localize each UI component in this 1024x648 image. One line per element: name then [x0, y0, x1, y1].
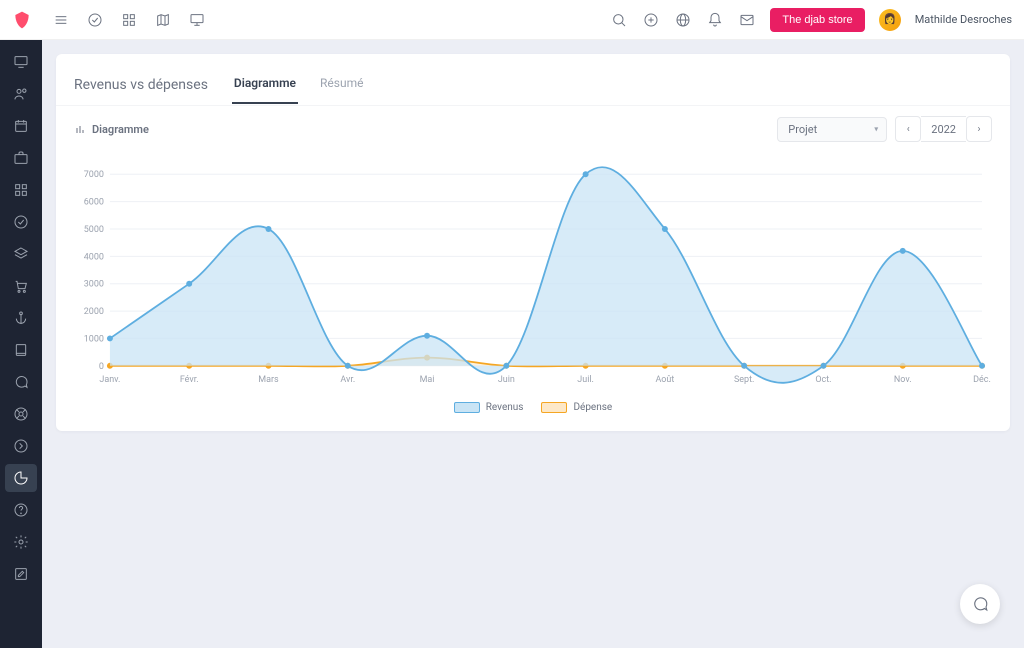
sidebar-edit[interactable] [5, 560, 37, 588]
bell-icon[interactable] [706, 11, 724, 29]
project-select[interactable]: Projet [777, 117, 887, 142]
svg-text:Juin: Juin [498, 375, 515, 385]
sidebar-book[interactable] [5, 336, 37, 364]
avatar[interactable]: 👩 [879, 9, 901, 31]
svg-text:5000: 5000 [84, 225, 104, 235]
apps-grid-icon[interactable] [120, 11, 138, 29]
svg-text:3000: 3000 [84, 280, 104, 290]
sidebar-users[interactable] [5, 80, 37, 108]
sidebar-dashboard[interactable] [5, 48, 37, 76]
username-label: Mathilde Desroches [915, 13, 1012, 26]
chart-toolbar-left: Diagramme [74, 123, 149, 136]
chart-card: Revenus vs dépenses Diagramme Résumé Dia… [56, 54, 1010, 431]
sidebar-login[interactable] [5, 432, 37, 460]
svg-text:Nov.: Nov. [894, 375, 912, 385]
svg-text:Sept.: Sept. [734, 375, 754, 385]
next-year-button[interactable]: › [966, 116, 992, 142]
legend-depense: Dépense [541, 402, 612, 413]
sidebar-reports[interactable] [5, 464, 37, 492]
svg-text:7000: 7000 [84, 170, 104, 180]
menu-icon[interactable] [52, 11, 70, 29]
tab-diagramme[interactable]: Diagramme [232, 66, 298, 104]
map-icon[interactable] [154, 11, 172, 29]
year-label: 2022 [921, 116, 966, 142]
main-content: Revenus vs dépenses Diagramme Résumé Dia… [42, 40, 1024, 648]
store-button[interactable]: The djab store [770, 8, 864, 32]
chart-svg: 0 1000 2000 3000 4000 5000 6000 7000 Janv. Févr. M… [74, 156, 992, 396]
globe-icon[interactable] [674, 11, 692, 29]
svg-text:Févr.: Févr. [180, 375, 199, 385]
legend-revenus: Revenus [454, 402, 524, 413]
svg-text:1000: 1000 [84, 334, 104, 344]
sidebar-layers[interactable] [5, 240, 37, 268]
tabs: Diagramme Résumé [232, 66, 366, 104]
svg-text:Août: Août [655, 375, 674, 385]
svg-text:Mars: Mars [258, 375, 279, 385]
prev-year-button[interactable]: ‹ [895, 116, 921, 142]
sidebar-cart[interactable] [5, 272, 37, 300]
add-icon[interactable] [642, 11, 660, 29]
mail-icon[interactable] [738, 11, 756, 29]
check-circle-icon[interactable] [86, 11, 104, 29]
topbar: The djab store 👩 Mathilde Desroches [0, 0, 1024, 40]
chart-toolbar-right: Projet ‹ 2022 › [777, 116, 992, 142]
legend-revenus-label: Revenus [486, 402, 524, 413]
chart-legend: Revenus Dépense [74, 402, 992, 413]
chat-fab[interactable] [960, 584, 1000, 624]
monitor-icon[interactable] [188, 11, 206, 29]
sidebar-briefcase[interactable] [5, 144, 37, 172]
toolbar-label: Diagramme [92, 123, 149, 136]
app-logo[interactable] [12, 10, 32, 30]
sidebar-support[interactable] [5, 400, 37, 428]
year-nav: ‹ 2022 › [895, 116, 992, 142]
sidebar-chat[interactable] [5, 368, 37, 396]
sidebar-anchor[interactable] [5, 304, 37, 332]
sidebar-calendar[interactable] [5, 112, 37, 140]
card-header: Revenus vs dépenses Diagramme Résumé [56, 54, 1010, 105]
sidebar-settings[interactable] [5, 528, 37, 556]
search-icon[interactable] [610, 11, 628, 29]
svg-text:Janv.: Janv. [99, 375, 120, 385]
svg-text:6000: 6000 [84, 198, 104, 208]
tab-resume[interactable]: Résumé [318, 66, 365, 104]
svg-text:Juil.: Juil. [577, 375, 594, 385]
sidebar-tasks[interactable] [5, 208, 37, 236]
svg-text:Mai: Mai [420, 375, 435, 385]
svg-text:Oct.: Oct. [815, 375, 831, 385]
legend-depense-label: Dépense [573, 402, 612, 413]
svg-text:0: 0 [99, 362, 104, 372]
sidebar [0, 40, 42, 648]
page-title: Revenus vs dépenses [74, 77, 208, 93]
sidebar-apps[interactable] [5, 176, 37, 204]
chart-container: 0 1000 2000 3000 4000 5000 6000 7000 Janv. Févr. M… [56, 152, 1010, 431]
svg-text:4000: 4000 [84, 252, 104, 262]
chart-toolbar: Diagramme Projet ‹ 2022 › [56, 105, 1010, 152]
svg-text:Déc.: Déc. [973, 375, 991, 385]
topbar-left [52, 11, 206, 29]
sidebar-help[interactable] [5, 496, 37, 524]
svg-text:2000: 2000 [84, 307, 104, 317]
svg-text:Avr.: Avr. [340, 375, 355, 385]
topbar-right: The djab store 👩 Mathilde Desroches [610, 8, 1012, 32]
